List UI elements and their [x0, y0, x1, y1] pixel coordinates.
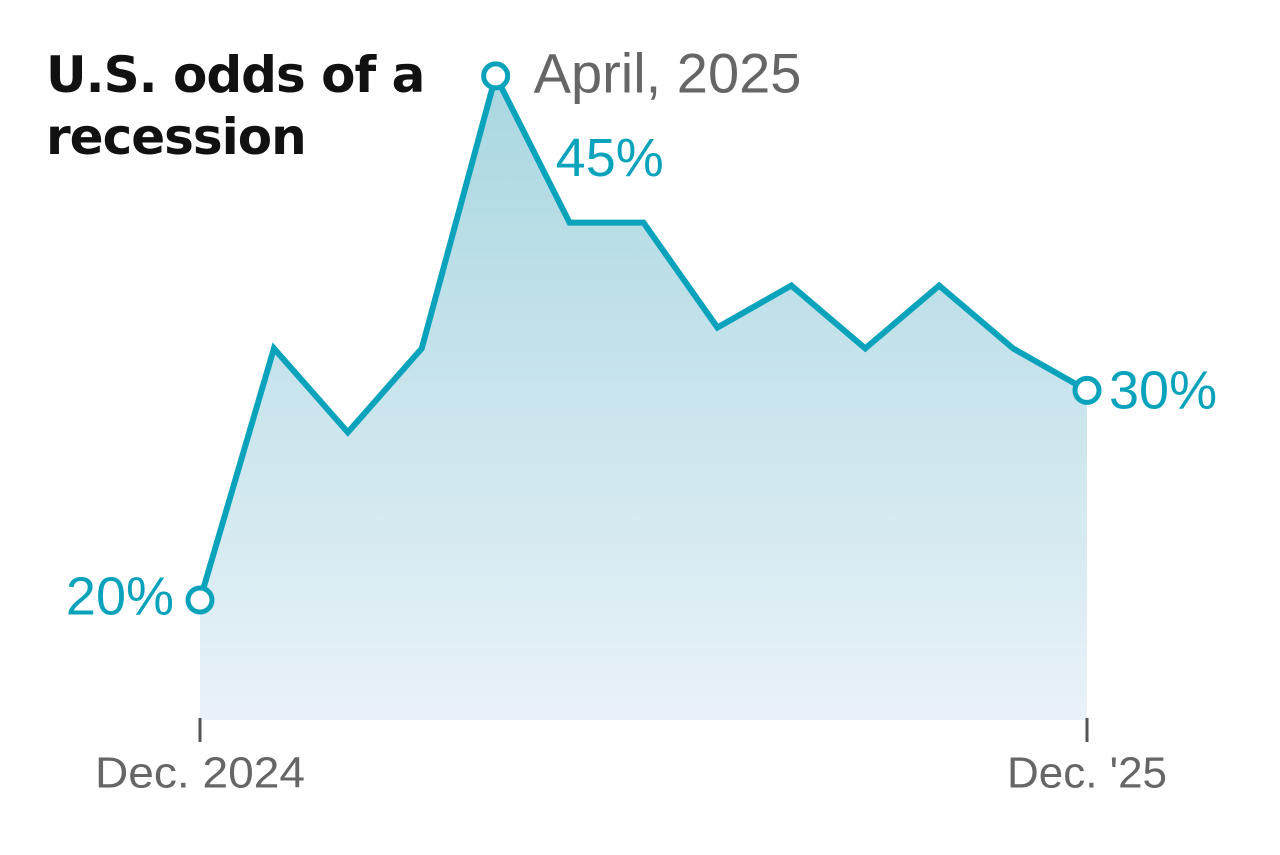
- x-tick-label: Dec. 2024: [95, 749, 305, 798]
- value-label: 30%: [1109, 361, 1217, 421]
- line: [197, 67, 1089, 601]
- point-marker: [1072, 375, 1102, 405]
- point-marker: [185, 585, 215, 615]
- value-label: 45%: [556, 128, 664, 188]
- area: [200, 75, 1087, 721]
- annotation: April, 2025: [534, 42, 802, 105]
- value-label: 20%: [66, 566, 174, 626]
- x-tick-label: Dec. '25: [1007, 749, 1167, 798]
- point-marker: [481, 61, 511, 91]
- chart-title: U.S. odds of a recession: [46, 46, 425, 166]
